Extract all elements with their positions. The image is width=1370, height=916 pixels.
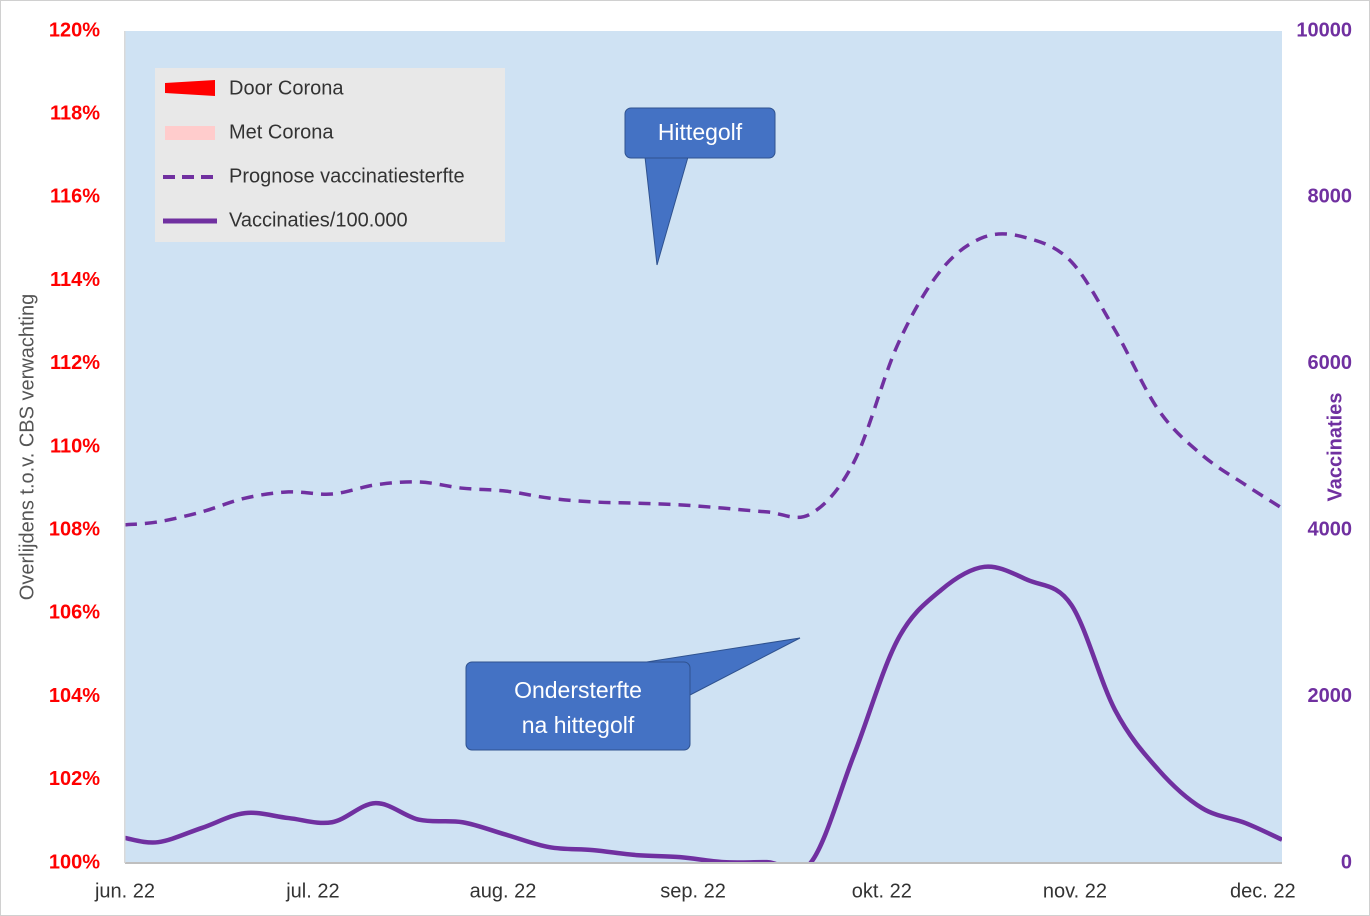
y2-tick-label: 2000: [1308, 685, 1353, 707]
callout-box: [465, 661, 691, 751]
legend-swatch: [165, 80, 215, 96]
annotation: Hittegolf: [658, 119, 743, 145]
y-tick-label: 100%: [49, 851, 100, 873]
y-tick-label: 118%: [50, 102, 100, 124]
y2-axis-label: Vaccinaties: [1324, 393, 1346, 502]
annotation: Ondersterfte: [514, 677, 642, 703]
y-tick-label: 120%: [49, 19, 100, 41]
y-tick-label: 114%: [50, 269, 100, 291]
x-tick-label: dec. 22: [1230, 880, 1296, 902]
x-tick-label: sep. 22: [660, 880, 726, 902]
y2-tick-label: 4000: [1308, 518, 1353, 540]
x-tick-label: nov. 22: [1043, 880, 1107, 902]
y-axis-label: Overlijdens t.o.v. CBS verwachting: [16, 294, 38, 600]
y2-tick-label: 0: [1341, 851, 1352, 873]
y2-tick-label: 8000: [1308, 186, 1353, 208]
x-tick-label: okt. 22: [852, 880, 912, 902]
y-tick-label: 116%: [50, 186, 100, 208]
x-tick-label: aug. 22: [470, 880, 537, 902]
legend-label: Vaccinaties/100.000: [229, 209, 408, 231]
legend-box: [155, 68, 505, 242]
y-tick-label: 110%: [50, 435, 100, 457]
legend-swatch: [165, 126, 215, 140]
y2-tick-label: 10000: [1296, 19, 1352, 41]
y2-tick-label: 6000: [1308, 352, 1353, 374]
y-tick-label: 108%: [49, 518, 100, 540]
callout-box: [624, 107, 776, 159]
legend-label: Prognose vaccinatiesterfte: [229, 165, 465, 187]
line: [125, 232, 1282, 527]
y-tick-label: 102%: [49, 768, 100, 790]
legend-label: Door Corona: [229, 77, 344, 99]
legend-label: Met Corona: [229, 121, 334, 143]
annotation: na hittegolf: [522, 712, 635, 738]
x-tick-label: jul. 22: [285, 880, 339, 902]
x-tick-label: jun. 22: [94, 880, 155, 902]
y-tick-label: 104%: [49, 685, 100, 707]
y-tick-label: 112%: [50, 352, 100, 374]
y-tick-label: 106%: [49, 602, 100, 624]
